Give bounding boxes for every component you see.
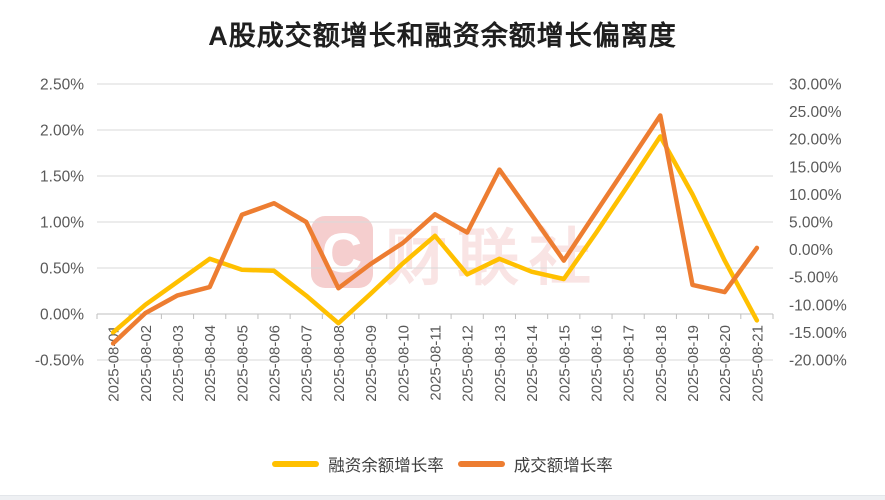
legend: 融资余额增长率 成交额增长率	[0, 452, 885, 476]
x-axis-date-label: 2025-08-07	[299, 325, 316, 402]
left-axis-tick-label: -0.50%	[35, 353, 84, 370]
right-axis-tick-label: 10.00%	[789, 187, 842, 204]
left-axis-tick-label: 1.50%	[40, 169, 84, 186]
right-axis-tick-label: 20.00%	[789, 132, 842, 149]
x-axis-date-label: 2025-08-05	[234, 325, 251, 402]
x-axis-date-label: 2025-08-12	[460, 325, 477, 402]
right-axis-tick-label: -15.00%	[789, 325, 847, 342]
margin-balance-line-swatch-icon	[272, 461, 320, 467]
left-axis-tick-label: 2.00%	[40, 123, 84, 140]
legend-item-margin-balance: 融资余额增长率	[272, 452, 444, 476]
legend-label-turnover: 成交额增长率	[513, 457, 613, 475]
x-axis-date-label: 2025-08-01	[106, 325, 123, 402]
x-axis-date-label: 2025-08-21	[749, 325, 766, 402]
chart-title: A股成交额增长和融资余额增长偏离度	[208, 21, 677, 51]
cailianshe-logo-icon: C	[311, 216, 373, 288]
right-axis-tick-label: 15.00%	[789, 159, 842, 176]
left-axis-tick-label: 0.00%	[40, 307, 84, 324]
x-axis-date-label: 2025-08-02	[138, 325, 155, 402]
right-axis-tick-label: -20.00%	[789, 353, 847, 370]
x-axis-date-label: 2025-08-04	[202, 325, 219, 402]
x-axis-date-label: 2025-08-17	[621, 325, 638, 402]
left-axis-tick-label: 0.50%	[40, 261, 84, 278]
x-axis-date-label: 2025-08-06	[267, 325, 284, 402]
watermark: C 财联社	[311, 207, 601, 297]
series-line-right	[110, 113, 760, 346]
watermark-text: 财联社	[385, 224, 602, 293]
right-axis-tick-label: 30.00%	[789, 77, 842, 94]
x-axis-date-label: 2025-08-03	[170, 325, 187, 402]
x-axis-date-label: 2025-08-08	[331, 325, 348, 402]
left-axis-tick-label: 1.00%	[40, 215, 84, 232]
x-axis-date-label: 2025-08-19	[685, 325, 702, 402]
x-axis-date-label: 2025-08-15	[556, 325, 573, 402]
right-axis-tick-label: -5.00%	[789, 270, 838, 287]
left-axis-tick-label: 2.50%	[40, 77, 84, 94]
x-axis-date-label: 2025-08-11	[428, 325, 445, 401]
x-axis-date-label: 2025-08-13	[492, 325, 509, 402]
series-line-left	[110, 134, 760, 335]
right-axis-tick-label: 25.00%	[789, 104, 842, 121]
x-axis-date-label: 2025-08-14	[524, 325, 541, 402]
right-axis-tick-label: -10.00%	[789, 297, 847, 314]
x-axis-date-label: 2025-08-09	[363, 325, 380, 402]
legend-item-turnover: 成交额增长率	[457, 452, 613, 476]
right-axis-tick-label: 0.00%	[789, 242, 833, 259]
legend-label-margin-balance: 融资余额增长率	[328, 457, 444, 475]
x-axis-date-label: 2025-08-10	[395, 325, 412, 402]
bottom-edge-divider	[0, 495, 885, 500]
x-axis-date-label: 2025-08-20	[717, 325, 734, 402]
x-axis-date-label: 2025-08-18	[653, 325, 670, 402]
turnover-line-swatch-icon	[457, 461, 505, 467]
x-axis-date-label: 2025-08-16	[588, 325, 605, 402]
right-axis-tick-label: 5.00%	[789, 215, 833, 232]
